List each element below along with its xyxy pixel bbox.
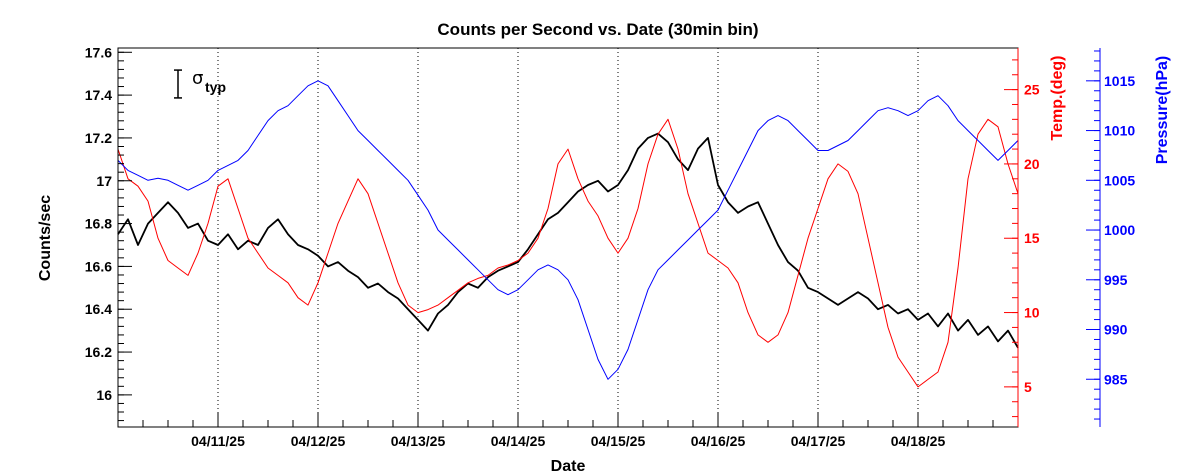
y-tick-label: 16.6 xyxy=(85,258,112,274)
y-tick-label: 5 xyxy=(1024,379,1032,395)
x-tick-label: 04/14/25 xyxy=(491,433,546,449)
y-tick-label: 1000 xyxy=(1104,222,1135,238)
plot-series xyxy=(117,80,1019,388)
x-tick-label: 04/15/25 xyxy=(591,433,646,449)
x-tick-label: 04/16/25 xyxy=(691,433,746,449)
y-tick-label: 1010 xyxy=(1104,123,1135,139)
counts-axis-label: Counts/sec xyxy=(37,195,54,281)
x-tick-label: 04/13/25 xyxy=(391,433,446,449)
x-grid xyxy=(217,48,919,427)
pressure-axis-label: Pressure(hPa) xyxy=(1154,56,1171,165)
y-tick-label: 10 xyxy=(1024,305,1040,321)
y-tick-label: 990 xyxy=(1104,322,1128,338)
y-tick-label: 16.4 xyxy=(85,301,112,317)
x-tick-label: 04/11/25 xyxy=(191,433,245,449)
sigma-subscript: typ xyxy=(205,79,226,95)
y-tick-label: 995 xyxy=(1104,272,1128,288)
y-tick-label: 1005 xyxy=(1104,172,1135,188)
y-tick-label: 16.8 xyxy=(85,216,112,232)
y-tick-label: 17.6 xyxy=(85,44,112,60)
series-counts-line xyxy=(117,132,1019,349)
chart-title: Counts per Second vs. Date (30min bin) xyxy=(437,20,758,39)
series-temp-line xyxy=(117,118,1019,388)
plot-frame xyxy=(117,47,1019,428)
x-tick-label: 04/12/25 xyxy=(291,433,346,449)
y-tick-label: 17 xyxy=(96,173,112,189)
y-tick-label: 16 xyxy=(96,387,112,403)
y-tick-label: 17.4 xyxy=(85,87,112,103)
counts-axis: 16 16.2 16.4 16.6 16.8 17 17.2 17.4 17.6 xyxy=(85,44,132,427)
y-tick-label: 1015 xyxy=(1104,73,1135,89)
series-pressure-line xyxy=(117,80,1019,380)
y-tick-label: 16.2 xyxy=(85,344,112,360)
sigma-symbol: σ xyxy=(192,68,203,89)
x-axis-label: Date xyxy=(551,458,586,475)
temp-axis: 5 10 15 20 25 xyxy=(1004,48,1040,427)
x-tick-label: 04/18/25 xyxy=(891,433,946,449)
y-tick-label: 20 xyxy=(1024,156,1040,172)
x-tick-label: 04/17/25 xyxy=(791,433,846,449)
temp-axis-label: Temp.(deg) xyxy=(1049,55,1066,140)
y-tick-label: 25 xyxy=(1024,82,1040,98)
y-tick-label: 985 xyxy=(1104,371,1128,387)
pressure-axis: 985 990 995 1000 1005 1010 1015 xyxy=(1086,48,1135,427)
sigma-typ-annotation: σ typ xyxy=(174,68,226,99)
y-tick-label: 17.2 xyxy=(85,130,112,146)
x-axis: 04/11/25 04/12/25 04/13/25 04/14/25 04/15/25… xyxy=(142,413,994,449)
y-tick-label: 15 xyxy=(1024,230,1040,246)
